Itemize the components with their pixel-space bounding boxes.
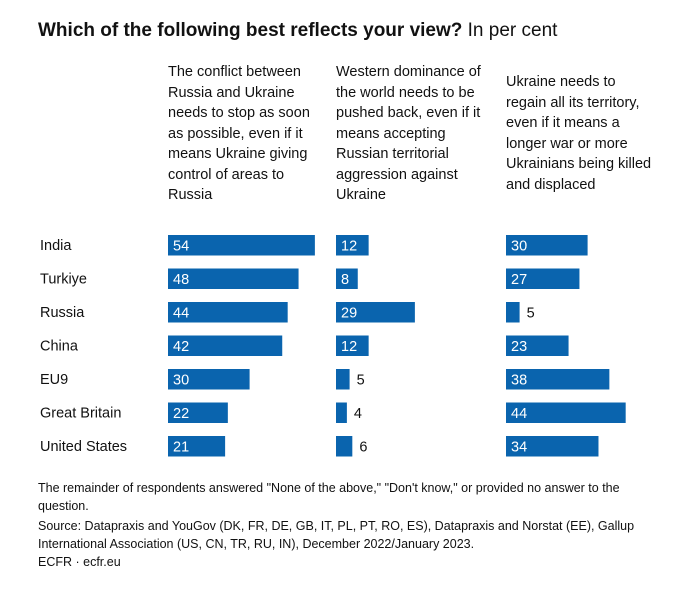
series-header-1: The conflict between Russia and Ukraine … (168, 64, 310, 203)
data-label: 8 (341, 272, 349, 288)
category-label: United States (40, 439, 127, 455)
data-label: 23 (511, 339, 527, 355)
bar (168, 369, 250, 390)
data-label: 48 (173, 272, 189, 288)
data-label: 30 (173, 373, 189, 389)
bar (336, 235, 369, 256)
data-label: 22 (173, 406, 189, 422)
data-label: 5 (357, 373, 365, 389)
bar (168, 402, 228, 423)
data-label: 42 (173, 339, 189, 355)
bar (336, 268, 358, 289)
bar (336, 402, 347, 423)
data-label: 21 (173, 440, 189, 456)
data-label: 12 (341, 339, 357, 355)
category-label: India (40, 238, 72, 254)
data-label: 5 (527, 306, 535, 322)
bar (506, 302, 520, 323)
category-label: Russia (40, 305, 85, 321)
bar (168, 302, 288, 323)
category-label: Turkiye (40, 272, 87, 288)
bar (506, 436, 599, 457)
category-label: Great Britain (40, 406, 121, 422)
data-label: 29 (341, 306, 357, 322)
series-header-2: Western dominance of the world needs to … (336, 64, 481, 203)
credit: ECFR · ecfr.eu (38, 555, 121, 569)
chart-title: Which of the following best reflects you… (38, 20, 557, 42)
subtitle: In per cent (467, 20, 558, 41)
bar (336, 436, 353, 457)
title-text: Which of the following best reflects you… (38, 20, 463, 41)
series-header-3: Ukraine needs to regain all its territor… (506, 74, 652, 193)
data-label: 44 (511, 406, 527, 422)
bar (336, 335, 369, 356)
bar (506, 369, 610, 390)
bar (506, 268, 580, 289)
data-label: 6 (359, 440, 367, 456)
source: Source: Datapraxis and YouGov (DK, FR, D… (38, 519, 635, 551)
data-label: 38 (511, 373, 527, 389)
category-label: EU9 (40, 372, 68, 388)
data-label: 4 (354, 406, 362, 422)
bar (336, 369, 350, 390)
bar (168, 235, 315, 256)
bar (506, 235, 588, 256)
bar (336, 302, 415, 323)
data-label: 12 (341, 239, 357, 255)
bar (168, 436, 226, 457)
bar (168, 335, 283, 356)
bar (506, 402, 626, 423)
bar (168, 268, 299, 289)
data-label: 34 (511, 440, 527, 456)
category-label: China (40, 339, 79, 355)
data-label: 54 (173, 239, 189, 255)
bar (506, 335, 569, 356)
data-label: 44 (173, 306, 189, 322)
data-label: 30 (511, 239, 527, 255)
footnote: The remainder of respondents answered "N… (38, 481, 620, 513)
data-label: 27 (511, 272, 527, 288)
